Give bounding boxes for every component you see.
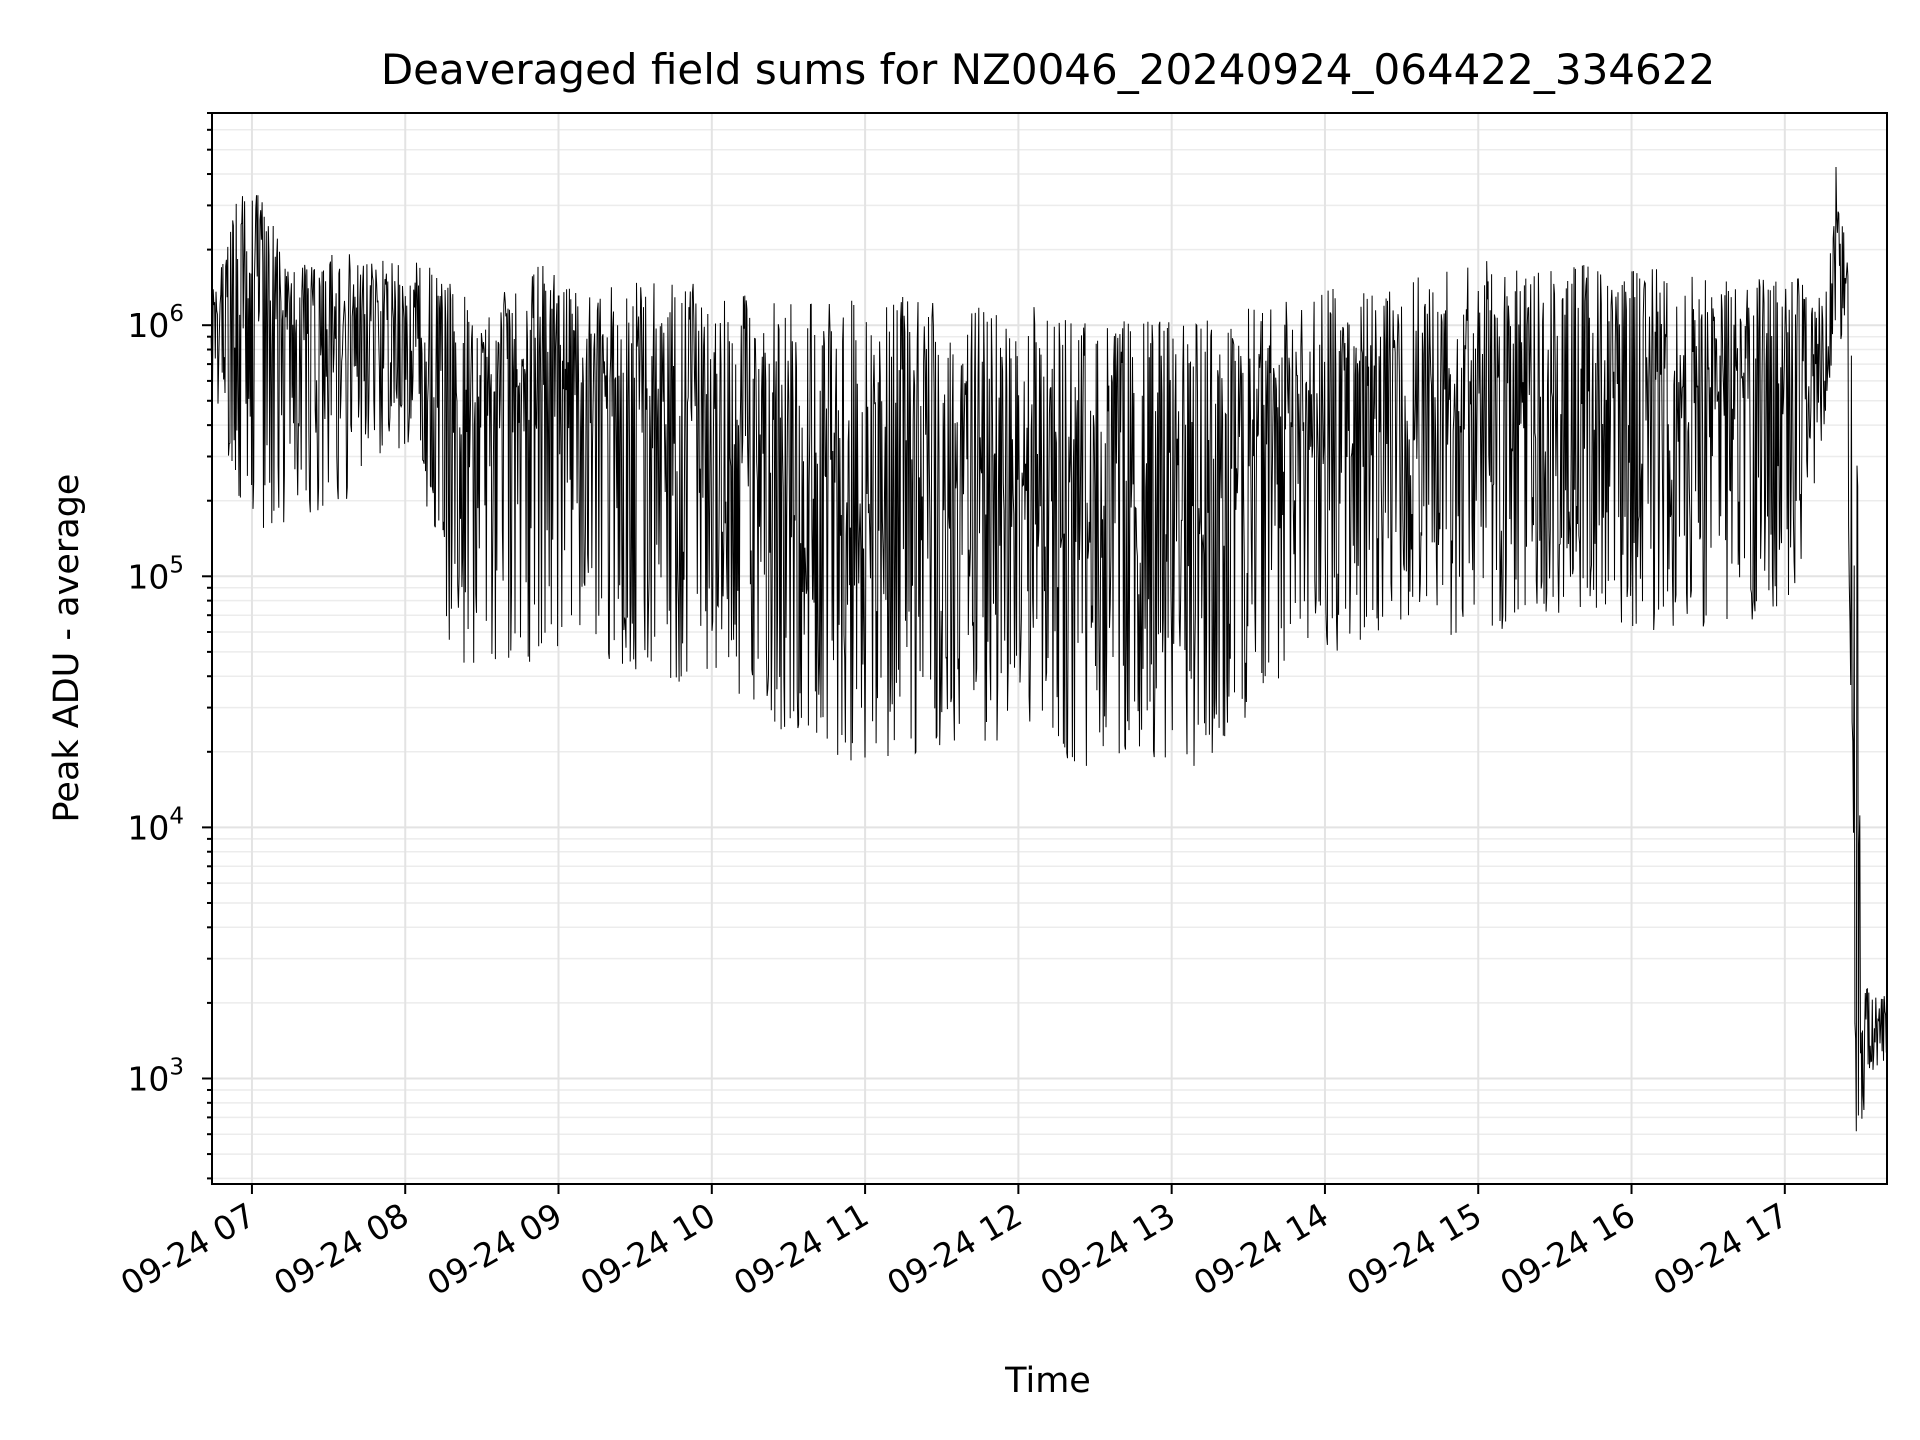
y-tick-label-exponent: 4: [169, 803, 184, 829]
y-tick-label-base: 10: [127, 1059, 169, 1098]
y-tick-label-base: 10: [127, 557, 169, 596]
y-tick-label-base: 10: [127, 306, 169, 345]
y-tick-label-exponent: 6: [169, 301, 184, 327]
y-axis-label: Peak ADU - average: [47, 474, 87, 823]
series-0: [210, 166, 1888, 1132]
y-tick-label: 105: [127, 552, 184, 596]
y-tick-label: 106: [127, 301, 184, 345]
chart-title: Deaveraged field sums for NZ0046_2024092…: [381, 45, 1715, 94]
y-tick-label-exponent: 5: [169, 552, 184, 578]
series-0-line: [210, 166, 1888, 1132]
y-tick-label-base: 10: [127, 808, 169, 847]
y-tick-label: 104: [127, 803, 184, 847]
y-tick-label-exponent: 3: [169, 1054, 184, 1080]
x-axis-label: Time: [1004, 1361, 1091, 1401]
y-tick-label: 103: [127, 1054, 184, 1098]
plot-frame: [211, 112, 1888, 1185]
